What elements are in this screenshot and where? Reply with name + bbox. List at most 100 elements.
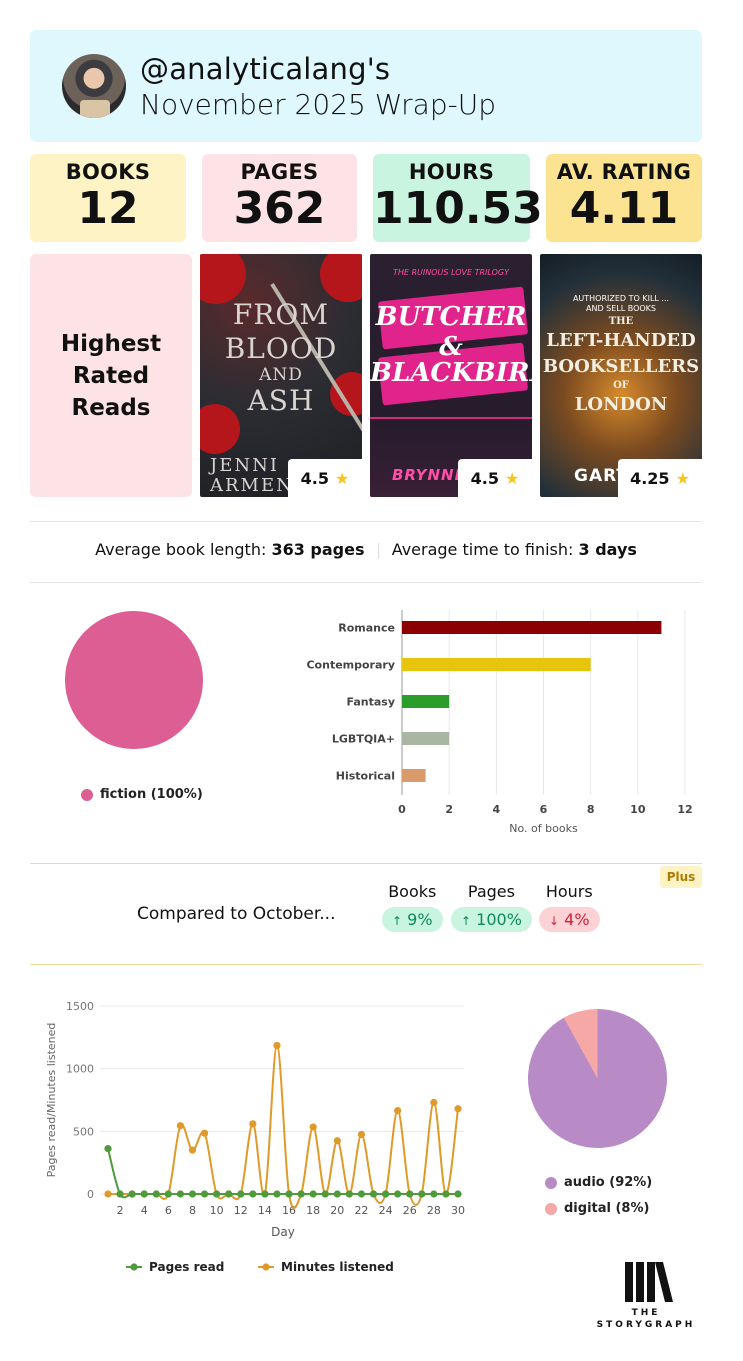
fiction-pie-slice — [65, 611, 203, 749]
cover-title-line: BLACKBIRD — [370, 358, 532, 388]
wrapup-title: November 2025 Wrap-Up — [140, 88, 496, 121]
pages-read-point — [418, 1190, 426, 1198]
avatar — [62, 54, 126, 118]
rating-badge: 4.5 ★ — [288, 459, 362, 497]
category-label: Romance — [338, 622, 395, 635]
x-tick-label: 24 — [379, 1204, 393, 1217]
x-tick-label: 2 — [117, 1204, 124, 1217]
pages-read-point — [140, 1190, 148, 1198]
divider — [30, 582, 702, 583]
pie-legend-item: digital (8%) — [545, 1201, 649, 1216]
format-pie-chart — [503, 984, 692, 1173]
y-axis-label: Pages read/Minutes listened — [45, 1023, 58, 1178]
legend-label: audio (92%) — [564, 1175, 653, 1190]
arrow-up-icon: ↑ — [392, 914, 403, 928]
minutes-listened-point — [430, 1098, 438, 1107]
x-tick-label: 18 — [306, 1204, 320, 1217]
legend-label: Minutes listened — [281, 1260, 394, 1274]
x-tick-label: 14 — [258, 1204, 272, 1217]
cover-tagline: AUTHORIZED TO KILL ... AND SELL BOOKS — [572, 294, 670, 313]
heading-line: Rated — [72, 362, 150, 389]
y-tick-label: 0 — [87, 1188, 94, 1201]
x-tick-label: 12 — [677, 803, 692, 816]
minutes-listened-point — [249, 1120, 257, 1128]
avg-time-label: Average time to finish: — [391, 540, 574, 559]
pages-read-point — [406, 1190, 414, 1198]
x-tick-label: 2 — [445, 803, 453, 816]
stat-value: 110.53 — [373, 183, 543, 234]
cover-author: GART — [574, 466, 630, 486]
pages-read-point — [213, 1190, 221, 1198]
avg-length-value: 363 pages — [271, 540, 365, 559]
star-icon: ★ — [675, 468, 690, 488]
divider — [30, 863, 702, 864]
legend-marker — [130, 1263, 138, 1271]
star-icon: ★ — [335, 468, 350, 488]
x-tick-label: 30 — [451, 1204, 465, 1217]
pages-read-point — [188, 1190, 197, 1198]
stat-label: AV. RATING — [556, 160, 692, 184]
book-cover-left-handed-booksellers[interactable]: AUTHORIZED TO KILL ... AND SELL BOOKS TH… — [540, 254, 702, 497]
x-axis-label: No. of books — [509, 822, 578, 835]
avg-length-label: Average book length: — [95, 540, 267, 559]
x-tick-label: 26 — [403, 1204, 417, 1217]
category-label: Historical — [336, 770, 395, 783]
stat-label: PAGES — [240, 160, 319, 184]
wrapup-header: @analyticalang's November 2025 Wrap-Up — [30, 30, 702, 142]
averages-row: Average book length: 363 pages Average t… — [30, 540, 702, 559]
divider — [30, 964, 702, 965]
minutes-listened-point — [394, 1107, 402, 1115]
storygraph-logo: THE STORYGRAPH — [590, 1262, 702, 1330]
comparison-books: Books ↑ 9% — [382, 882, 443, 932]
x-tick-label: 16 — [282, 1204, 296, 1217]
y-tick-label: 1500 — [66, 1000, 94, 1013]
minutes-listened-line — [108, 1044, 459, 1209]
legend-marker — [262, 1263, 270, 1271]
comparison-label: Hours — [545, 882, 593, 901]
stat-hours: HOURS 110.53 — [373, 154, 543, 242]
heading-line: Reads — [71, 394, 151, 421]
pages-read-point — [381, 1190, 390, 1198]
highest-rated-heading: Highest Rated Reads — [30, 254, 192, 497]
book-cover-butcher-and-blackbird[interactable]: THE RUINOUS LOVE TRILOGY BUTCHER & BLACK… — [370, 254, 532, 497]
rating-value: 4.5 — [300, 468, 329, 488]
comparison-hours: Hours ↓ 4% — [539, 882, 600, 932]
pages-read-point — [345, 1190, 353, 1198]
pages-read-point — [152, 1190, 160, 1198]
pages-read-point — [273, 1190, 281, 1198]
bar — [402, 658, 591, 671]
legend-dot — [81, 788, 93, 801]
storygraph-logo-icon — [590, 1262, 702, 1302]
minutes-listened-point — [273, 1041, 281, 1050]
pages-read-point — [104, 1145, 112, 1153]
category-label: Fantasy — [346, 696, 395, 709]
x-tick-label: 6 — [540, 803, 548, 816]
legend-label: digital (8%) — [564, 1201, 650, 1216]
pie-legend-item: fiction (100%) — [81, 787, 203, 802]
pages-read-point — [442, 1190, 450, 1198]
pages-read-point — [249, 1190, 257, 1198]
pie-legend-item: audio (92%) — [545, 1175, 652, 1190]
x-tick-label: 8 — [189, 1204, 196, 1217]
comparison-label: Books — [388, 882, 437, 901]
book-cover-from-blood-and-ash[interactable]: FROM BLOOD AND ASH JENNI ARMENT — [200, 254, 362, 497]
genre-bar-chart: 0 2 4 6 8 10 12 Romance Contemporary Fantasy LGBTQ… — [306, 610, 693, 835]
stat-books: BOOKS 12 — [30, 154, 186, 242]
rating-badge: 4.25 ★ — [618, 459, 702, 497]
minutes-listened-point — [200, 1129, 209, 1137]
pages-read-point — [394, 1190, 402, 1198]
x-tick-label: 22 — [354, 1204, 368, 1217]
pages-read-point — [333, 1190, 341, 1198]
stat-label: BOOKS — [65, 160, 151, 184]
cover-author: BRYNNE — [392, 466, 466, 484]
minutes-listened-point — [333, 1137, 341, 1145]
comparison-pill: ↑ 9% — [382, 907, 443, 932]
legend-dot — [545, 1176, 557, 1189]
x-tick-label: 10 — [630, 803, 646, 816]
user-handle: @analyticalang's — [140, 52, 391, 86]
x-tick-label: 20 — [330, 1204, 344, 1217]
cover-title: THE LEFT-HANDED BOOKSELLERS OF LONDON — [542, 316, 700, 415]
pages-read-point — [200, 1190, 209, 1198]
x-tick-label: 10 — [210, 1204, 224, 1217]
